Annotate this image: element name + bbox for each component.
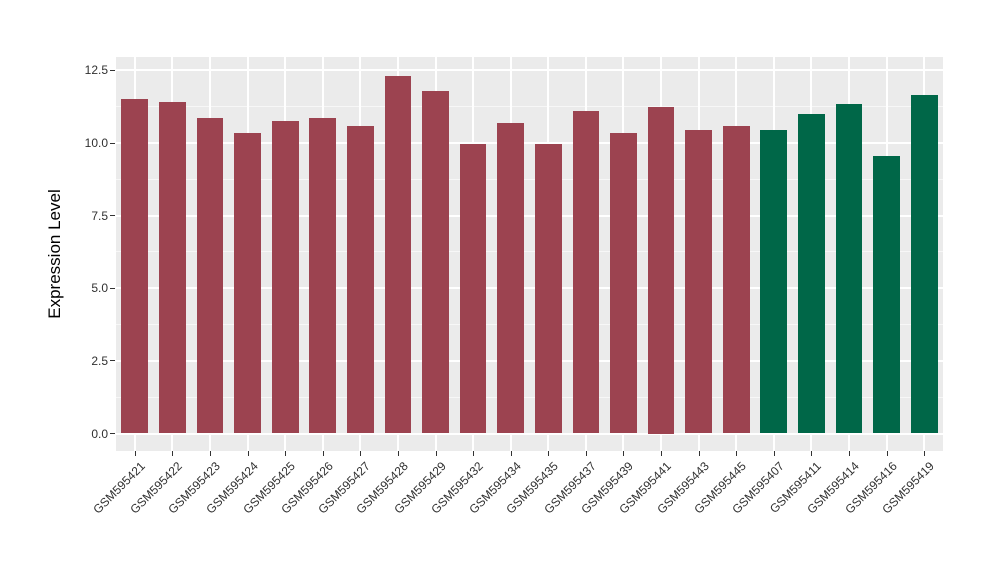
gridline-major-horizontal [116, 359, 943, 362]
x-tick-mark [886, 451, 888, 456]
bar-GSM595422 [159, 102, 186, 434]
gridline-major-horizontal [116, 432, 943, 435]
y-tick-mark [110, 433, 115, 434]
x-tick-mark [435, 451, 437, 456]
x-tick-mark [623, 451, 625, 456]
x-tick-mark [811, 451, 813, 456]
bar-GSM595427 [346, 125, 374, 434]
x-tick-mark [209, 451, 211, 456]
bar-GSM595428 [384, 76, 412, 434]
x-tick-mark [548, 451, 550, 456]
bar-GSM595425 [271, 121, 299, 434]
gridline-minor-horizontal [116, 106, 943, 108]
x-tick-mark [360, 451, 362, 456]
x-tick-mark [510, 451, 512, 456]
x-tick-mark [473, 451, 475, 456]
gridline-minor-horizontal [116, 396, 943, 398]
y-tick-label: 7.5 [91, 208, 108, 223]
y-tick-mark [110, 142, 115, 144]
x-tick-mark [172, 451, 174, 456]
bar-GSM595421 [121, 99, 149, 434]
bar-GSM595407 [760, 129, 788, 434]
x-tick-mark [924, 451, 926, 456]
y-tick-mark [110, 360, 115, 362]
bar-GSM595432 [459, 144, 487, 434]
gridline-major-horizontal [116, 142, 943, 144]
bar-GSM595424 [234, 132, 261, 434]
bar-GSM595429 [422, 90, 449, 434]
x-tick-mark [397, 451, 399, 456]
x-tick-mark [134, 451, 136, 456]
y-tick-label: 12.5 [84, 63, 108, 78]
y-tick-mark [110, 215, 115, 217]
x-tick-mark [585, 451, 587, 456]
x-tick-mark [736, 451, 738, 456]
gridline-major-horizontal [116, 214, 943, 217]
bar-GSM595416 [873, 156, 900, 434]
bar-GSM595441 [647, 106, 675, 434]
y-tick-mark [110, 287, 115, 289]
y-tick-label: 0.0 [91, 426, 108, 441]
bar-GSM595439 [610, 132, 637, 434]
y-tick-label: 5.0 [91, 281, 108, 296]
bar-GSM595435 [534, 144, 562, 434]
bar-GSM595414 [835, 103, 863, 434]
bar-GSM595443 [685, 129, 712, 434]
bar-GSM595419 [910, 95, 938, 434]
x-tick-mark [849, 451, 851, 456]
gridline-minor-horizontal [116, 324, 943, 326]
x-tick-mark [773, 451, 775, 456]
bar-GSM595411 [798, 113, 825, 434]
x-tick-mark [661, 451, 663, 456]
y-tick-mark [110, 69, 115, 71]
y-tick-label: 2.5 [91, 353, 108, 368]
bar-GSM595426 [309, 118, 337, 434]
bar-GSM595445 [722, 125, 750, 434]
bar-GSM595434 [497, 122, 525, 434]
bar-GSM595423 [196, 118, 224, 434]
x-tick-mark [698, 451, 700, 456]
gridline-major-horizontal [116, 69, 943, 72]
y-axis-title: Expression Level [45, 189, 64, 319]
y-tick-label: 10.0 [84, 136, 108, 150]
x-tick-mark [247, 451, 249, 456]
gridline-major-horizontal [116, 287, 943, 290]
x-tick-mark [322, 451, 324, 456]
x-tick-mark [285, 451, 287, 456]
gridline-minor-horizontal [116, 178, 943, 180]
gridline-minor-horizontal [116, 251, 943, 253]
bar-GSM595437 [572, 111, 600, 434]
